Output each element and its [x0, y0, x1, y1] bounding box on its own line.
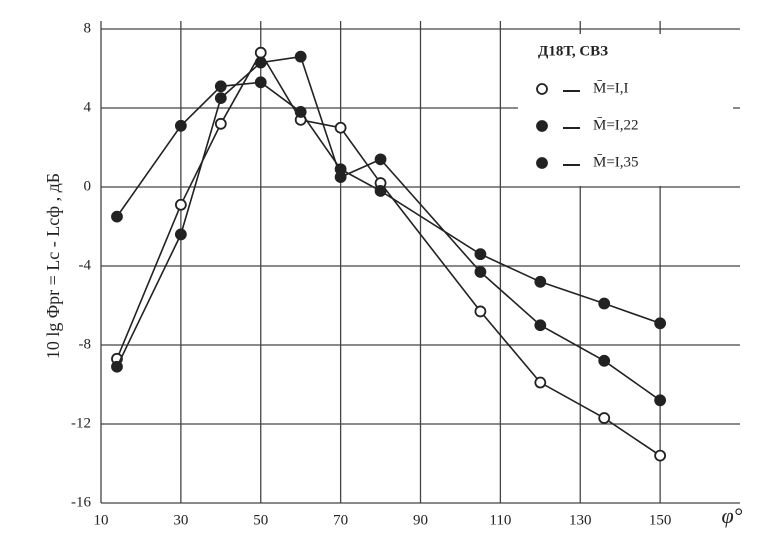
- legend-marker: [536, 83, 548, 95]
- y-tick-label: -4: [79, 257, 92, 273]
- data-point: [374, 153, 387, 166]
- data-point: [174, 119, 187, 132]
- y-tick-label: 4: [84, 99, 92, 115]
- x-tick-label: 50: [253, 512, 268, 528]
- y-tick-label: -16: [71, 494, 91, 510]
- x-tick-label: 130: [569, 512, 592, 528]
- data-point: [214, 80, 227, 93]
- y-tick-label: -12: [71, 415, 91, 431]
- x-tick-label: 110: [489, 512, 511, 528]
- legend-label: M̄=I,22: [593, 117, 639, 133]
- x-axis-label: φ°: [722, 503, 743, 528]
- data-point: [174, 228, 187, 241]
- y-tick-label: 0: [84, 178, 92, 194]
- legend-label: M̄=I,35: [593, 154, 639, 170]
- legend-label: M̄=I,I: [593, 80, 629, 96]
- data-point: [474, 266, 487, 278]
- data-point: [654, 449, 667, 462]
- legend-box: [518, 34, 733, 186]
- data-point: [254, 56, 267, 69]
- x-tick-label: 10: [94, 512, 109, 528]
- data-point: [294, 50, 307, 63]
- data-point: [254, 46, 267, 59]
- data-point: [654, 317, 667, 330]
- data-point: [654, 394, 667, 407]
- y-tick-label: -8: [79, 336, 92, 352]
- data-point: [111, 360, 123, 373]
- legend-title: Д18Т, СВЗ: [538, 43, 608, 59]
- legend-marker: [536, 157, 548, 169]
- data-point: [214, 92, 227, 105]
- data-point: [598, 297, 611, 310]
- data-point: [174, 198, 187, 211]
- x-tick-label: 30: [173, 512, 188, 528]
- x-tick-label: 90: [413, 512, 428, 528]
- x-tick-label: 150: [649, 512, 672, 528]
- data-point: [334, 121, 347, 134]
- data-point: [534, 275, 547, 288]
- x-tick-label: 70: [333, 512, 348, 528]
- data-point: [254, 76, 267, 89]
- data-point: [474, 305, 487, 318]
- data-point: [534, 376, 547, 389]
- y-tick-label: 8: [84, 20, 92, 36]
- data-point: [534, 319, 547, 332]
- data-point: [598, 412, 611, 424]
- data-point: [598, 354, 611, 367]
- data-point: [474, 248, 487, 261]
- data-point: [374, 185, 387, 197]
- data-point: [294, 106, 307, 118]
- legend-marker: [536, 120, 548, 132]
- y-axis-label: 10 lg Φpr = Lc - Lсф , дБ: [43, 173, 63, 359]
- data-point: [334, 163, 347, 176]
- data-point: [214, 117, 227, 130]
- data-point: [111, 210, 123, 223]
